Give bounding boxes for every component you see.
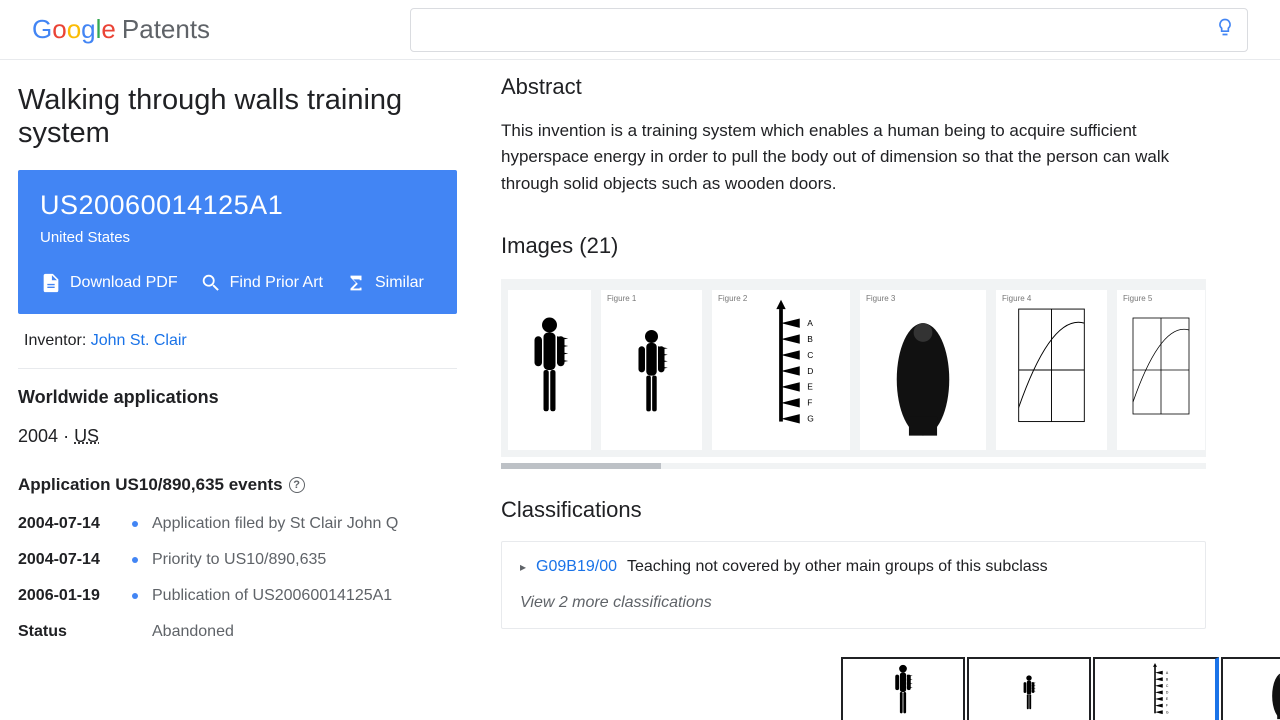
publication-card: US20060014125A1 United States Download P… (18, 170, 457, 314)
svg-text:A: A (807, 318, 813, 328)
event-text: Application filed by St Clair John Q (152, 515, 398, 533)
event-date: 2004-07-14 (18, 551, 118, 569)
svg-text:G: G (1166, 710, 1169, 714)
publication-number: US20060014125A1 (40, 190, 435, 221)
thumbnail-scrollbar[interactable] (501, 463, 1206, 469)
find-prior-art-label: Find Prior Art (230, 274, 323, 292)
mini-thumbnail[interactable] (841, 657, 965, 720)
download-pdf-button[interactable]: Download PDF (40, 272, 178, 294)
figure-label: Figure 4 (1002, 294, 1031, 303)
svg-text:E: E (807, 382, 813, 392)
svg-text:G: G (807, 414, 814, 424)
svg-text:E: E (1166, 697, 1169, 701)
top-header: Google Patents (0, 0, 1280, 60)
publication-country: United States (40, 229, 435, 246)
image-thumbnail[interactable]: Figure 2 ABCDEFG (711, 289, 851, 451)
google-patents-logo[interactable]: Google Patents (32, 14, 210, 45)
application-events-heading: Application US10/890,635 events ? (18, 475, 457, 495)
sigma-icon (345, 272, 367, 294)
download-pdf-label: Download PDF (70, 274, 178, 292)
event-text: Priority to US10/890,635 (152, 551, 326, 569)
similar-button[interactable]: Similar (345, 272, 424, 294)
search-doc-icon (200, 272, 222, 294)
view-more-classifications[interactable]: View 2 more classifications (520, 594, 1187, 612)
event-date: 2004-07-14 (18, 515, 118, 533)
images-heading: Images (21) (501, 233, 1280, 259)
patents-word: Patents (122, 14, 210, 45)
svg-text:B: B (807, 334, 813, 344)
right-panel: Abstract This invention is a training sy… (475, 60, 1280, 720)
help-icon[interactable]: ? (289, 477, 305, 493)
scrollbar-thumb[interactable] (501, 463, 661, 469)
application-events-label: Application US10/890,635 events (18, 475, 283, 495)
mini-thumbnail[interactable]: ABCDEFG (1093, 657, 1219, 720)
classifications-section: Classifications ▸ G09B19/00 Teaching not… (501, 497, 1280, 629)
arrow-right-icon: ▸ (520, 560, 526, 574)
worldwide-year: 2004 (18, 426, 58, 446)
image-thumbnails[interactable]: Figure 1 Figure 2 ABCDEFG Figure 3 Figure 4… (501, 279, 1206, 457)
figure-label: Figure 3 (866, 294, 895, 303)
worldwide-heading: Worldwide applications (18, 387, 457, 408)
abstract-text: This invention is a training system whic… (501, 118, 1221, 197)
image-thumbnail[interactable]: Figure 1 (600, 289, 703, 451)
svg-text:C: C (807, 350, 813, 360)
svg-text:D: D (1166, 691, 1169, 695)
figure-label: Figure 2 (718, 294, 747, 303)
status-dot-icon (132, 629, 138, 635)
event-dot-icon (132, 593, 138, 599)
classification-code[interactable]: G09B19/00 (536, 558, 617, 576)
worldwide-year-line: 2004 · US (18, 426, 457, 447)
find-prior-art-button[interactable]: Find Prior Art (200, 272, 323, 294)
inventor-label: Inventor: (24, 332, 86, 349)
classifications-heading: Classifications (501, 497, 1280, 523)
mini-thumbnail[interactable] (1221, 657, 1280, 720)
event-row[interactable]: 2004-07-14 Application filed by St Clair… (18, 515, 457, 533)
mini-thumbnail[interactable] (967, 657, 1091, 720)
worldwide-country[interactable]: US (74, 426, 99, 446)
svg-text:F: F (807, 398, 812, 408)
left-panel: Walking through walls training system US… (0, 60, 475, 720)
svg-text:A: A (1166, 671, 1169, 675)
similar-label: Similar (375, 274, 424, 292)
svg-text:F: F (1166, 704, 1168, 708)
status-label: Status (18, 623, 118, 641)
divider (18, 368, 457, 369)
figure-label: Figure 5 (1123, 294, 1152, 303)
inventor-row: Inventor: John St. Clair (18, 314, 457, 368)
image-thumbnail[interactable]: Figure 4 (995, 289, 1108, 451)
inventor-link[interactable]: John St. Clair (91, 332, 187, 349)
search-input[interactable] (410, 8, 1248, 52)
patent-title: Walking through walls training system (18, 84, 457, 150)
event-row[interactable]: 2004-07-14 Priority to US10/890,635 (18, 551, 457, 569)
image-thumbnail[interactable] (507, 289, 592, 451)
figure-label: Figure 1 (607, 294, 636, 303)
classification-row[interactable]: ▸ G09B19/00 Teaching not covered by othe… (520, 558, 1187, 576)
event-date: 2006-01-19 (18, 587, 118, 605)
event-text: Publication of US20060014125A1 (152, 587, 392, 605)
status-row: Status Abandoned (18, 623, 457, 641)
classifications-box: ▸ G09B19/00 Teaching not covered by othe… (501, 541, 1206, 629)
svg-text:D: D (807, 366, 813, 376)
bottom-thumbnail-strip[interactable]: ABCDEFG (841, 657, 1280, 720)
document-icon (40, 272, 62, 294)
classification-desc: Teaching not covered by other main group… (627, 558, 1048, 576)
image-thumbnail[interactable]: Figure 5 (1116, 289, 1206, 451)
event-dot-icon (132, 521, 138, 527)
publication-actions: Download PDF Find Prior Art Similar (40, 272, 435, 294)
abstract-heading: Abstract (501, 74, 1280, 100)
event-dot-icon (132, 557, 138, 563)
image-thumbnail[interactable]: Figure 3 (859, 289, 987, 451)
svg-text:B: B (1166, 677, 1169, 681)
svg-text:C: C (1166, 684, 1169, 688)
status-value: Abandoned (152, 623, 234, 641)
lightbulb-icon[interactable] (1215, 17, 1235, 43)
event-row[interactable]: 2006-01-19 Publication of US20060014125A… (18, 587, 457, 605)
main-content: Walking through walls training system US… (0, 60, 1280, 720)
